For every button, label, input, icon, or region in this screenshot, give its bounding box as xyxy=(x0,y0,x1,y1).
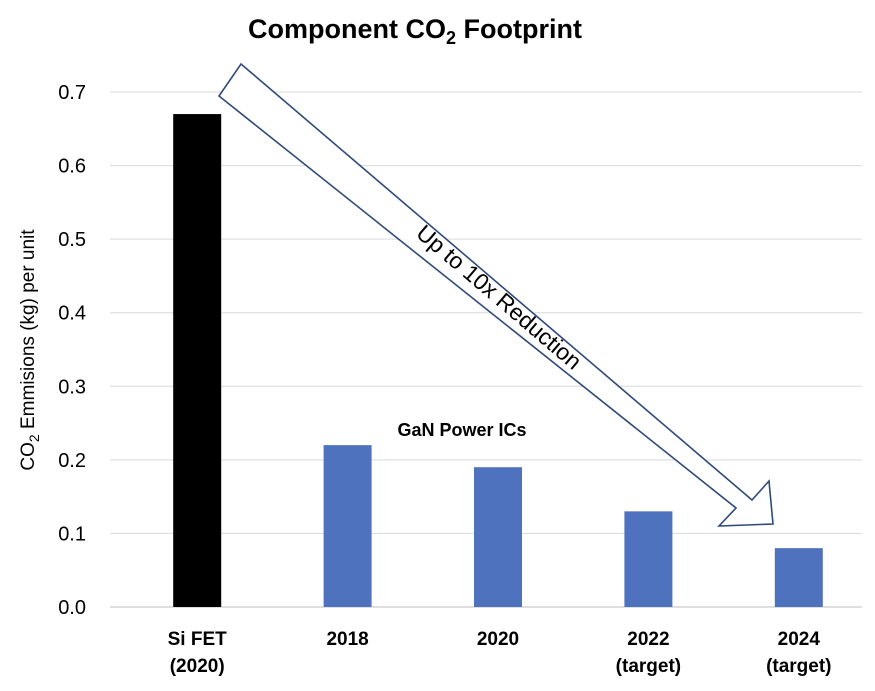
x-category-label: 2022 xyxy=(627,629,669,650)
x-category-label: 2018 xyxy=(326,629,368,650)
chart-title-main: Component CO xyxy=(248,14,446,44)
chart-title-suffix: Footprint xyxy=(456,14,582,44)
reduction-arrow xyxy=(217,62,774,527)
bar xyxy=(173,114,222,608)
chart-title: Component CO2 Footprint xyxy=(248,14,582,48)
x-category-label: (target) xyxy=(616,656,681,677)
bar xyxy=(774,548,823,607)
bar xyxy=(624,511,673,607)
gridlines xyxy=(110,91,862,608)
bar-series xyxy=(173,114,823,608)
y-tick-label: 0.6 xyxy=(58,156,86,178)
x-category-label: 2020 xyxy=(477,629,519,650)
y-axis-ticks: 0.0 0.1 0.2 0.3 0.4 0.5 0.6 0.7 xyxy=(58,82,86,619)
x-category-label: Si FET xyxy=(168,629,228,650)
y-tick-label: 0.4 xyxy=(58,303,86,325)
x-axis-categories: Si FET (2020) 2018 2020 2022 (target) 2024 (tar… xyxy=(168,629,832,677)
y-tick-label: 0.1 xyxy=(58,523,86,545)
gan-group-label: GaN Power ICs xyxy=(397,420,526,440)
x-category-label: 2024 xyxy=(778,629,821,650)
y-tick-label: 0.7 xyxy=(58,82,86,104)
bar xyxy=(323,445,372,607)
y-tick-label: 0.0 xyxy=(58,597,86,619)
chart-title-subscript: 2 xyxy=(446,28,456,48)
y-axis-label-subscript: 2 xyxy=(26,434,42,442)
x-category-label: (2020) xyxy=(170,656,225,677)
y-axis-label-suffix: Emmisions (kg) per unit xyxy=(18,229,39,435)
y-axis-label-prefix: CO xyxy=(18,442,39,471)
arrow-label: Up to 10x Reduction xyxy=(412,219,587,374)
y-tick-label: 0.2 xyxy=(58,450,86,472)
y-tick-label: 0.3 xyxy=(58,376,86,398)
bar xyxy=(474,467,522,607)
y-tick-label: 0.5 xyxy=(58,229,86,251)
y-axis-label: CO2 Emmisions (kg) per unit xyxy=(18,229,42,471)
x-category-label: (target) xyxy=(766,656,831,677)
